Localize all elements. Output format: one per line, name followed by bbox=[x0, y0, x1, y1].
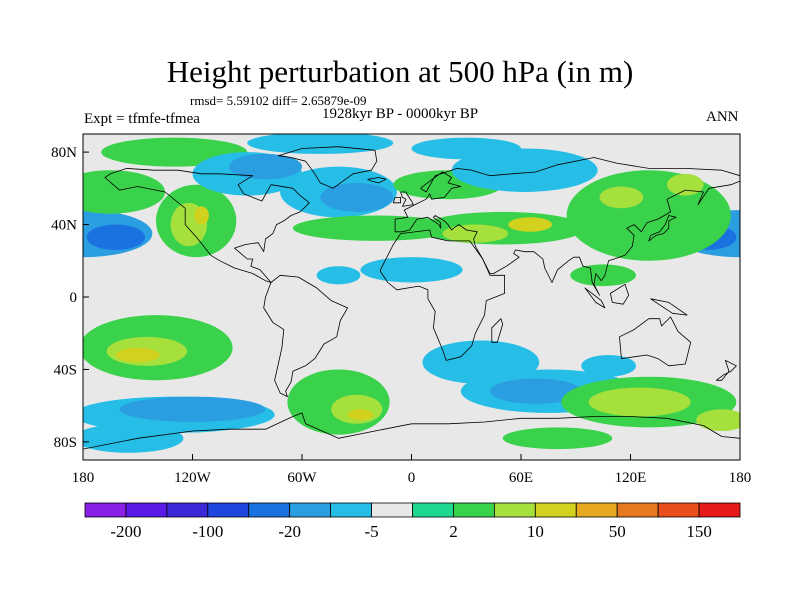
colorbar-swatch bbox=[412, 502, 454, 518]
colorbar-swatch bbox=[330, 502, 372, 518]
x-axis: 180 120W 60W 0 60E 120E 180 bbox=[72, 454, 752, 486]
x-tick-label: 180 bbox=[729, 470, 752, 486]
anomaly-region-43 bbox=[696, 409, 740, 432]
anomaly-region-10 bbox=[229, 153, 302, 180]
coastline-new-zealand bbox=[715, 360, 737, 381]
coastline-south-america bbox=[263, 274, 348, 397]
colorbar-label: -5 bbox=[364, 522, 378, 541]
colorbar-swatch bbox=[616, 502, 659, 518]
experiment-label: Expt = tfmfe-tfmea bbox=[84, 111, 200, 127]
y-tick-label: 40S bbox=[54, 362, 77, 378]
coastlines bbox=[83, 146, 740, 450]
coastline-ireland bbox=[392, 197, 401, 204]
anomaly-region-13 bbox=[247, 134, 394, 154]
anomaly-region-16 bbox=[451, 148, 598, 192]
anomaly-field bbox=[83, 134, 740, 460]
anomaly-region-29 bbox=[115, 347, 160, 363]
coastline-africa bbox=[380, 229, 505, 361]
anomaly-region-25 bbox=[667, 173, 704, 196]
coastline-japan bbox=[648, 215, 677, 242]
anomaly-region-4 bbox=[83, 170, 166, 214]
colorbar-label: 10 bbox=[527, 522, 544, 541]
anomaly-region-19 bbox=[442, 224, 509, 243]
colorbar-swatch bbox=[125, 502, 168, 518]
anomaly-region-18 bbox=[420, 211, 585, 245]
colorbar-swatch bbox=[453, 502, 495, 518]
colorbar-label: 150 bbox=[686, 522, 712, 541]
anomaly-region-12 bbox=[320, 182, 394, 212]
colorbar-swatch bbox=[534, 502, 577, 518]
coastline-new-guinea bbox=[650, 298, 688, 316]
anomaly-region-42 bbox=[588, 387, 691, 417]
colorbar-swatch bbox=[371, 502, 413, 518]
rmsd-diff-stats: rmsd= 5.59102 diff= 2.65879e-09 bbox=[190, 93, 367, 108]
anomaly-region-20 bbox=[508, 217, 553, 232]
coastline-borneo bbox=[610, 283, 630, 305]
colorbar-swatch bbox=[84, 502, 127, 518]
colorbar-swatch bbox=[493, 502, 536, 518]
coastline-iceland bbox=[367, 177, 387, 184]
x-tick-label: 120W bbox=[174, 470, 212, 486]
coastline-australia bbox=[619, 316, 692, 367]
colorbar-label: -100 bbox=[192, 522, 223, 541]
colorbar-swatch bbox=[575, 502, 618, 518]
colorbar: -200 -100 -20 -5 2 10 50 150 bbox=[84, 502, 741, 541]
x-tick-label: 120E bbox=[615, 470, 647, 486]
anomaly-region-14 bbox=[292, 215, 458, 241]
colorbar-label: 50 bbox=[609, 522, 626, 541]
x-tick-label: 60E bbox=[509, 470, 533, 486]
anomaly-region-22 bbox=[360, 257, 463, 283]
coastline-eurasia bbox=[394, 157, 740, 296]
coastline-madagascar bbox=[491, 318, 504, 343]
y-tick-label: 40N bbox=[51, 218, 77, 234]
y-tick-label: 0 bbox=[70, 290, 78, 306]
coastline-greenland bbox=[277, 146, 378, 189]
anomaly-region-7 bbox=[194, 206, 209, 225]
coastline-uk bbox=[400, 191, 414, 207]
anomaly-region-1 bbox=[86, 224, 146, 250]
coastline-sumatra bbox=[584, 287, 606, 309]
anomaly-region-31 bbox=[119, 396, 266, 422]
anomaly-region-32 bbox=[83, 423, 184, 453]
x-tick-label: 0 bbox=[408, 470, 416, 486]
colorbar-swatch bbox=[289, 502, 332, 518]
anomaly-region-26 bbox=[570, 264, 636, 287]
anomaly-region-24 bbox=[599, 186, 644, 209]
chart-title: Height perturbation at 500 hPa (in m) bbox=[166, 54, 634, 89]
anomaly-region-40 bbox=[502, 427, 613, 450]
anomaly-region-17 bbox=[411, 137, 521, 160]
colorbar-label: 2 bbox=[449, 522, 458, 541]
period-label: 1928kyr BP - 0000kyr BP bbox=[322, 106, 479, 122]
anomaly-region-35 bbox=[347, 409, 374, 421]
coastline-antarctica bbox=[83, 412, 740, 450]
y-tick-label: 80N bbox=[51, 145, 77, 161]
colorbar-swatch bbox=[166, 502, 209, 518]
colorbar-swatch bbox=[698, 502, 741, 518]
anomaly-region-23 bbox=[566, 170, 731, 261]
colorbar-swatch bbox=[207, 502, 250, 518]
colorbar-label: -20 bbox=[278, 522, 301, 541]
y-tick-label: 80S bbox=[54, 435, 77, 451]
anomaly-region-38 bbox=[489, 378, 582, 404]
coastline-north-america bbox=[104, 168, 310, 283]
season-label: ANN bbox=[706, 109, 739, 125]
anomaly-region-21 bbox=[316, 266, 361, 285]
y-axis: 80N 40N 0 40S 80S bbox=[51, 145, 89, 451]
anomaly-region-39 bbox=[581, 354, 636, 377]
x-tick-label: 60W bbox=[287, 470, 317, 486]
colorbar-swatch bbox=[248, 502, 291, 518]
x-tick-label: 180 bbox=[72, 470, 95, 486]
colorbar-swatch bbox=[657, 502, 700, 518]
colorbar-label: -200 bbox=[110, 522, 141, 541]
